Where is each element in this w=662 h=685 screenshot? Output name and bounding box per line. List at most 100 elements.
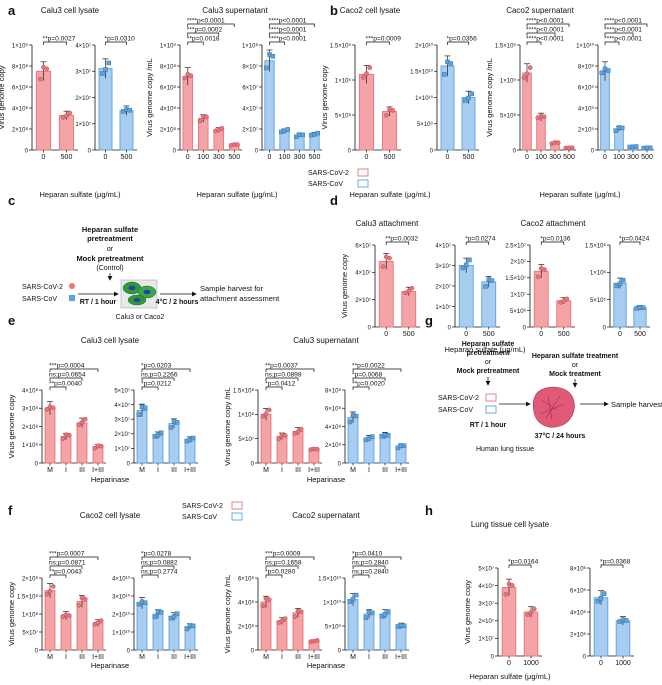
y-tick-label: 0 [523,325,527,331]
p-value-label: *p=0.0412 [265,381,296,388]
p-value-label: ***p=0.0009 [366,36,402,43]
data-point [66,432,72,438]
data-point [260,413,266,419]
data-point [197,118,203,124]
p-value-label: ns;p=0.2266 [141,372,178,379]
data-point [464,262,469,268]
x-tick-label: I+III [184,467,196,474]
bar [522,72,532,151]
x-axis-label: Heparan sulfate (μg/mL) [444,345,526,354]
data-point [235,142,240,147]
significance-bracket [49,377,83,381]
charts-layer: a b c d e g f h Calu3 cell lysate Calu3 supernata… [0,3,654,681]
y-tick-label: 1.5×10⁷ [505,275,526,282]
x-axis-label: Heparan sulfate (μg/mL) [539,190,621,199]
data-point [285,127,290,132]
scheme-g-treat-2: or [572,362,579,369]
bar [260,601,272,651]
x-tick-label: M [350,467,356,474]
x-tick-label: 300 [294,154,306,161]
data-point [66,613,72,618]
data-point [448,61,453,66]
x-tick-label: I [368,467,370,474]
data-point [300,132,305,138]
data-point [601,591,607,596]
significance-bracket [141,565,175,569]
legend-label: SARS-CoV [182,514,217,521]
y-tick-label: 0 [25,148,29,154]
data-point [390,107,396,113]
x-tick-label: 1000 [615,660,631,667]
y-tick-label: 1.5×10¹⁰ [410,69,434,76]
legend-label: SARS-CoV-2 [308,170,349,177]
y-tick-label: 1×10⁸ [22,611,39,618]
y-tick-label: 0 [255,148,259,154]
data-point [82,596,88,602]
scheme-c-step-2: 4°C / 2 hours [156,298,199,306]
scheme-c-or: or [107,246,114,253]
y-tick-label: 1.5×10⁸ [17,593,39,600]
x-tick-label: 500 [384,154,396,161]
x-tick-label: I+III [184,654,196,661]
y-tick-label: 1.5×10⁶ [585,242,607,249]
x-tick-label: 500 [121,154,133,161]
data-point [98,443,104,449]
x-tick-label: 100 [197,154,209,161]
p-value-label: *p=0.0068 [352,372,383,379]
data-point [95,620,101,626]
data-point [282,616,288,621]
p-value-label: ns;p=0.2840 [352,560,389,567]
y-tick-label: 0 [127,461,131,467]
data-point [385,609,391,614]
y-axis-label: Virus genome copy /mL [223,575,232,654]
significance-bracket [49,565,83,569]
data-point [367,65,373,70]
data-point [369,610,375,616]
x-tick-label: I [65,654,67,661]
y-tick-label: 5×10⁶ [510,308,527,315]
y-tick-label: 1×10⁶ [590,270,607,277]
y-tick-label: 6×10⁹ [578,84,595,91]
data-point [270,54,275,59]
data-point [37,76,43,82]
y-tick-label: 0 [348,148,352,154]
bar [461,97,476,151]
data-point [79,420,85,425]
y-tick-label: 6×10⁷ [355,242,371,249]
y-tick-label: 4×10⁷ [478,583,494,590]
bar [523,611,539,657]
data-point [442,72,447,77]
scheme-g-virus-2: SARS-CoV [438,407,473,414]
bar [182,76,194,151]
y-tick-label: 4×10⁸ [238,599,255,606]
x-tick-label: M [139,654,145,661]
y-tick-label: 5×10⁵ [590,297,607,304]
data-point [47,588,53,594]
data-point [168,425,174,430]
y-tick-label: 1×10¹⁰ [415,95,434,102]
y-axis-label: Virus genome copy [7,394,16,458]
scheme-g: Heparan sulfate pretreatment or Mock pre… [438,341,662,453]
y-tick-label: 4×10⁷ [355,270,371,277]
data-point [103,67,108,72]
x-axis-label: Heparinase [307,475,345,484]
data-point [541,114,547,120]
bar [401,291,417,328]
bar [358,73,375,151]
y-tick-label: 4×10⁹ [578,105,595,112]
data-point [535,274,541,280]
y-tick-label: 1×10⁸ [22,442,39,449]
data-point [369,434,375,439]
y-tick-label: 3×10⁸ [22,406,39,413]
p-value-label: ns;p=0.0654 [49,372,86,379]
legend-label: SARS-CoV-2 [182,503,223,510]
x-tick-label: 100 [613,154,625,161]
significance-bracket [269,23,315,27]
p-value-label: ****p<0.0001 [604,27,642,34]
legend-swatch [231,512,243,521]
x-tick-label: I [157,654,159,661]
data-point [395,445,401,451]
scheme-c-virus-1: SARS-CoV-2 [22,284,63,291]
significance-bracket [187,32,220,36]
data-point [171,614,177,619]
